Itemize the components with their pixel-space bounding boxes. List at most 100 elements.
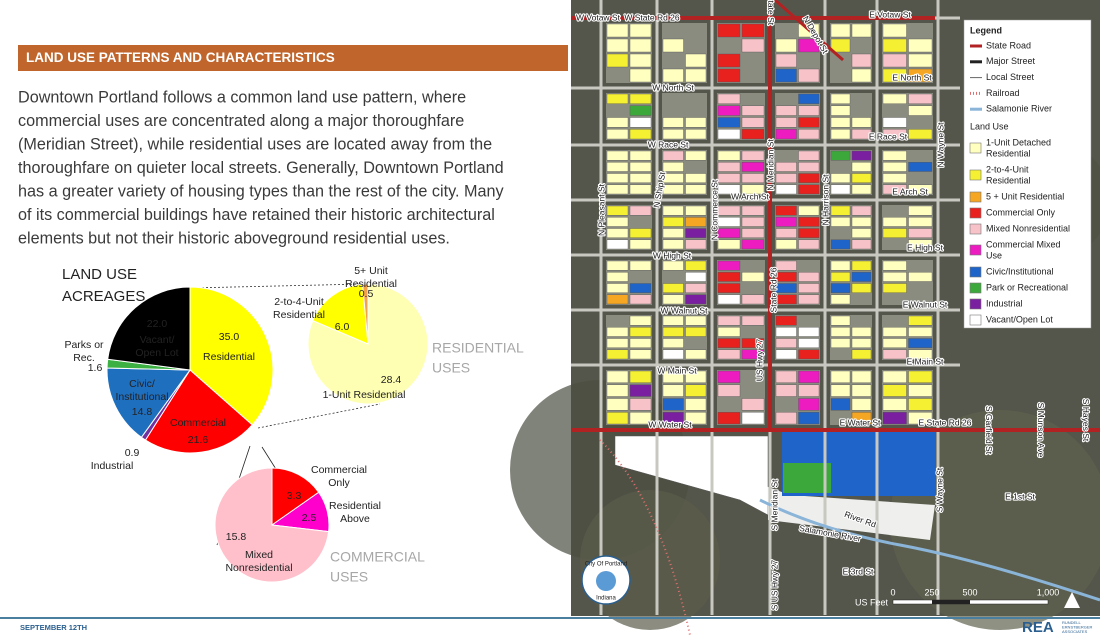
legend-swatch bbox=[969, 169, 982, 181]
parcel bbox=[717, 205, 741, 216]
parcel bbox=[830, 398, 851, 411]
parcel bbox=[908, 68, 933, 83]
connector bbox=[257, 403, 381, 429]
parcel bbox=[908, 105, 933, 116]
parcel bbox=[882, 162, 907, 172]
parcel bbox=[851, 260, 872, 271]
parcel bbox=[629, 205, 652, 216]
parcel bbox=[882, 260, 907, 271]
parcel bbox=[662, 260, 684, 271]
parcel bbox=[685, 294, 707, 305]
parcel bbox=[741, 294, 765, 305]
parcel bbox=[851, 398, 872, 411]
parcel bbox=[606, 412, 629, 425]
legend-label: 5 + Unit Residential bbox=[986, 191, 1064, 201]
slice-value: 15.8 bbox=[226, 531, 247, 543]
legend-swatch bbox=[969, 191, 982, 203]
parcel bbox=[662, 228, 684, 238]
parcel bbox=[830, 93, 851, 104]
parcel bbox=[908, 384, 933, 397]
legend-swatch bbox=[969, 244, 982, 256]
parcel bbox=[830, 294, 851, 305]
chart-title: USES bbox=[330, 569, 368, 585]
parcel bbox=[717, 283, 741, 293]
chart-title: RESIDENTIAL bbox=[432, 340, 524, 356]
parcel bbox=[629, 38, 652, 53]
parcel bbox=[775, 260, 797, 271]
parcel bbox=[798, 412, 820, 425]
parcel bbox=[717, 117, 741, 128]
parcel bbox=[830, 370, 851, 383]
parcel bbox=[908, 162, 933, 172]
parcel bbox=[606, 349, 629, 360]
parcel bbox=[882, 283, 907, 293]
legend-heading: Land Use bbox=[970, 121, 1009, 131]
parcel bbox=[798, 205, 820, 216]
parcel bbox=[851, 217, 872, 227]
parcel bbox=[851, 384, 872, 397]
slice-label: Residential bbox=[203, 351, 255, 363]
parcel bbox=[606, 398, 629, 411]
parcel bbox=[830, 129, 851, 140]
parcel bbox=[798, 105, 820, 116]
parcel bbox=[830, 184, 851, 195]
parcel bbox=[882, 117, 907, 128]
street-label: W High St bbox=[653, 250, 692, 260]
parcel bbox=[629, 239, 652, 250]
parcel bbox=[798, 239, 820, 250]
parcel bbox=[741, 398, 765, 411]
parcel bbox=[662, 398, 684, 411]
parcel bbox=[741, 173, 765, 183]
parcel bbox=[798, 370, 820, 383]
parcel bbox=[851, 162, 872, 172]
parcel bbox=[629, 68, 652, 83]
slice-label: Commercial bbox=[170, 417, 226, 429]
parcel bbox=[685, 272, 707, 282]
paragraph-line: elements but not their historic abovegro… bbox=[18, 229, 450, 247]
street-label: US Hwy 27 bbox=[754, 338, 764, 381]
scale-bar bbox=[892, 599, 1049, 605]
parcel bbox=[685, 129, 707, 140]
parcel bbox=[629, 315, 652, 326]
street-label: N Wayne St bbox=[935, 122, 945, 168]
parcel bbox=[775, 205, 797, 216]
slice-label: Residential bbox=[273, 309, 325, 321]
parcel bbox=[741, 184, 765, 195]
parcel bbox=[882, 272, 907, 282]
terrain bbox=[890, 410, 1100, 630]
parcel bbox=[851, 338, 872, 348]
header-bar bbox=[18, 45, 568, 71]
parcel bbox=[830, 283, 851, 293]
street-label: E 1st St bbox=[1005, 491, 1035, 501]
parcel bbox=[685, 184, 707, 195]
street-label: E High St bbox=[907, 242, 944, 252]
street-label: E Main St bbox=[907, 356, 944, 366]
parcel bbox=[830, 315, 851, 326]
parcel bbox=[882, 217, 907, 227]
connector bbox=[189, 283, 365, 289]
parcel bbox=[685, 173, 707, 183]
parcel bbox=[629, 370, 652, 383]
parcel bbox=[717, 93, 741, 104]
parcel bbox=[741, 412, 765, 425]
street-label: W Votaw St bbox=[576, 12, 621, 22]
parcel bbox=[606, 38, 629, 53]
parcel bbox=[629, 93, 652, 104]
parcel bbox=[606, 23, 629, 38]
parcel bbox=[685, 228, 707, 238]
parcel bbox=[798, 129, 820, 140]
slice-value: 6.0 bbox=[335, 321, 350, 333]
parcel bbox=[908, 217, 933, 227]
parcel bbox=[606, 327, 629, 337]
parcel bbox=[798, 217, 820, 227]
parcel bbox=[882, 23, 907, 38]
parcel bbox=[775, 327, 797, 337]
parcel bbox=[606, 117, 629, 128]
parcel bbox=[717, 150, 741, 161]
parcel bbox=[662, 117, 684, 128]
parcel bbox=[606, 150, 629, 161]
parcel bbox=[908, 205, 933, 216]
parcel bbox=[830, 217, 851, 227]
parcel bbox=[798, 327, 820, 337]
pie-slice bbox=[362, 283, 369, 345]
